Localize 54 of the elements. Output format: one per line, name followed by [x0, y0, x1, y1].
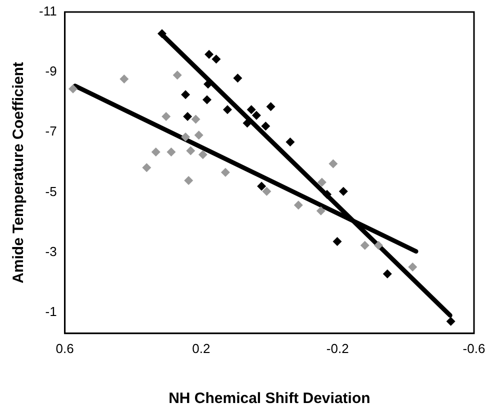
point: [328, 159, 338, 168]
x-tick-label: 0.2: [192, 340, 210, 356]
point: [212, 54, 221, 64]
point: [191, 114, 200, 124]
point: [242, 118, 252, 128]
point: [220, 168, 230, 177]
point: [222, 105, 232, 114]
y-tick-label: -1: [45, 304, 57, 319]
x-tick-label: -0.6: [462, 340, 486, 356]
point: [181, 132, 190, 142]
point: [233, 74, 242, 83]
point: [158, 29, 167, 38]
point: [294, 200, 303, 210]
point: [322, 190, 332, 199]
point: [246, 105, 256, 114]
point: [252, 110, 261, 120]
point: [183, 112, 192, 122]
point: [184, 176, 194, 186]
point: [162, 112, 171, 122]
x-tick-label: -0.2: [326, 340, 349, 356]
point: [332, 236, 342, 246]
point: [194, 130, 204, 140]
point: [204, 50, 214, 59]
point: [446, 316, 456, 326]
point: [261, 122, 270, 131]
point: [408, 262, 418, 272]
point: [198, 150, 208, 160]
x-axis-title: NH Chemical Shift Deviation: [168, 390, 370, 408]
point: [142, 163, 152, 172]
y-axis-title: Amide Temperature Coefficient: [10, 62, 28, 284]
point: [166, 147, 176, 156]
point: [266, 102, 276, 112]
x-tick-label: 0.6: [56, 340, 74, 356]
point: [262, 186, 272, 196]
point: [317, 178, 326, 187]
point: [186, 146, 196, 156]
point: [338, 186, 348, 196]
point: [382, 269, 392, 278]
point: [360, 240, 370, 250]
y-tick-label: -9: [45, 64, 57, 79]
y-tick-label: -3: [45, 244, 57, 259]
point: [172, 70, 182, 80]
y-tick-label: -11: [38, 4, 57, 19]
point: [151, 147, 160, 156]
point: [120, 74, 129, 84]
point: [181, 90, 190, 100]
point: [316, 206, 326, 216]
point: [202, 95, 212, 104]
point: [68, 84, 78, 94]
y-tick-label: -7: [45, 124, 57, 139]
point: [286, 138, 295, 147]
point: [374, 240, 384, 250]
y-tick-label: -5: [45, 184, 57, 199]
point: [257, 182, 266, 191]
